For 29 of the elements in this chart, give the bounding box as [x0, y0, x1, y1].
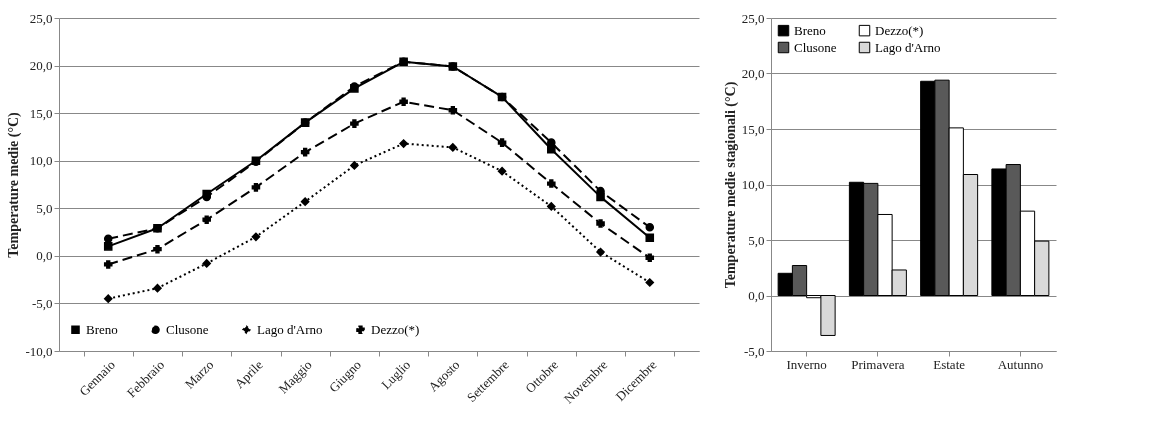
y-tick-label: 0,0: [36, 248, 53, 264]
y-tick-label: -5,0: [31, 295, 53, 311]
legend-label: Clusone: [166, 321, 209, 337]
y-tick-label: 20,0: [29, 58, 53, 74]
y-axis-title: Temperature medie (°C): [6, 111, 23, 258]
x-tick-label: Autunno: [997, 356, 1044, 372]
x-tick-label: Primavera: [851, 356, 905, 372]
y-tick-label: 25,0: [741, 10, 765, 26]
y-tick-label: 5,0: [36, 200, 53, 216]
x-tick-label: Estate: [933, 356, 966, 372]
y-tick-label: 15,0: [29, 105, 53, 121]
legend-label: Lago d'Arno: [875, 39, 941, 55]
y-tick-label: 10,0: [741, 177, 765, 192]
y-tick-label: 0,0: [748, 288, 765, 303]
legend-label: Dezzo(*): [875, 22, 924, 38]
y-tick-label: 5,0: [748, 232, 765, 248]
legend-label: Lago d'Arno: [257, 321, 323, 337]
legend-label: Clusone: [794, 39, 837, 55]
y-tick-label: 20,0: [741, 66, 765, 81]
x-tick-label: Inverno: [786, 356, 827, 372]
y-tick-label: -10,0: [25, 343, 53, 359]
legend-label: Breno: [86, 321, 118, 337]
legend-label: Breno: [794, 22, 826, 38]
y-tick-label: -5,0: [743, 343, 765, 359]
legend-label: Dezzo(*): [371, 321, 420, 337]
y-tick-label: 25,0: [29, 10, 53, 26]
y-tick-label: 10,0: [29, 153, 53, 169]
y-tick-label: 15,0: [741, 121, 765, 137]
y-axis-title: Temperature medie stagionali (°C): [722, 81, 739, 289]
